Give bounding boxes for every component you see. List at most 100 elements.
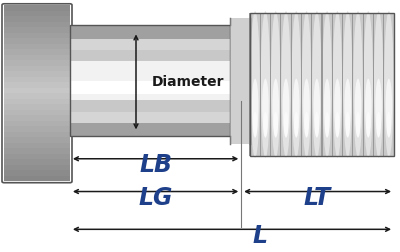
Ellipse shape bbox=[364, 11, 373, 158]
Ellipse shape bbox=[334, 79, 341, 133]
Ellipse shape bbox=[344, 79, 351, 133]
Ellipse shape bbox=[263, 112, 268, 138]
Bar bbox=[70, 61, 230, 100]
Bar bbox=[373, 13, 374, 156]
Ellipse shape bbox=[252, 79, 258, 133]
Ellipse shape bbox=[273, 112, 278, 138]
Ellipse shape bbox=[324, 79, 330, 133]
Bar bbox=[4, 93, 70, 99]
Bar bbox=[4, 27, 70, 33]
Ellipse shape bbox=[333, 11, 342, 158]
Bar bbox=[4, 71, 70, 77]
Ellipse shape bbox=[284, 112, 288, 138]
Bar bbox=[290, 13, 292, 156]
Bar bbox=[4, 132, 70, 137]
Ellipse shape bbox=[384, 11, 394, 158]
Bar bbox=[4, 55, 70, 60]
Bar bbox=[4, 77, 70, 82]
Text: Diameter: Diameter bbox=[152, 75, 224, 89]
Ellipse shape bbox=[325, 112, 330, 138]
Bar bbox=[311, 13, 312, 156]
Bar bbox=[4, 115, 70, 121]
Bar bbox=[332, 13, 333, 156]
Ellipse shape bbox=[292, 11, 301, 158]
Bar bbox=[383, 13, 384, 156]
Ellipse shape bbox=[304, 112, 309, 138]
Bar bbox=[270, 13, 271, 156]
Text: LB: LB bbox=[139, 153, 172, 177]
Bar bbox=[4, 121, 70, 126]
Ellipse shape bbox=[253, 112, 258, 138]
Bar bbox=[4, 165, 70, 170]
Bar bbox=[4, 160, 70, 165]
Polygon shape bbox=[230, 18, 250, 25]
Bar bbox=[260, 13, 261, 156]
Ellipse shape bbox=[250, 11, 260, 158]
Ellipse shape bbox=[281, 11, 291, 158]
Bar bbox=[362, 13, 364, 156]
Ellipse shape bbox=[314, 112, 319, 138]
Bar bbox=[4, 66, 70, 71]
Bar bbox=[70, 39, 230, 50]
Bar bbox=[4, 33, 70, 38]
Ellipse shape bbox=[314, 79, 320, 133]
Bar bbox=[4, 16, 70, 22]
Ellipse shape bbox=[355, 79, 361, 133]
Ellipse shape bbox=[283, 79, 289, 133]
Bar bbox=[230, 18, 250, 144]
Bar bbox=[4, 176, 70, 181]
Bar bbox=[4, 143, 70, 148]
Text: LG: LG bbox=[138, 186, 173, 210]
Bar bbox=[4, 82, 70, 88]
Ellipse shape bbox=[374, 11, 383, 158]
Bar bbox=[4, 11, 70, 16]
Ellipse shape bbox=[302, 11, 311, 158]
Bar bbox=[4, 137, 70, 143]
Bar bbox=[352, 13, 354, 156]
Ellipse shape bbox=[294, 112, 299, 138]
Polygon shape bbox=[230, 136, 250, 144]
Bar bbox=[70, 25, 230, 39]
Text: L: L bbox=[252, 224, 268, 248]
Ellipse shape bbox=[375, 79, 382, 133]
Ellipse shape bbox=[365, 79, 372, 133]
Ellipse shape bbox=[303, 79, 310, 133]
Bar bbox=[4, 126, 70, 132]
Bar bbox=[4, 154, 70, 159]
Ellipse shape bbox=[335, 112, 340, 138]
Bar bbox=[301, 13, 302, 156]
Bar bbox=[249, 13, 251, 156]
Text: LT: LT bbox=[304, 186, 331, 210]
Bar bbox=[4, 148, 70, 154]
Bar bbox=[342, 13, 343, 156]
Bar bbox=[70, 25, 230, 136]
Bar bbox=[280, 13, 282, 156]
Bar bbox=[70, 112, 230, 123]
Bar bbox=[4, 22, 70, 27]
Bar bbox=[4, 104, 70, 110]
Ellipse shape bbox=[272, 79, 279, 133]
Bar bbox=[70, 123, 230, 136]
Bar bbox=[4, 49, 70, 55]
Ellipse shape bbox=[376, 112, 381, 138]
Bar bbox=[4, 99, 70, 104]
Ellipse shape bbox=[366, 112, 371, 138]
Ellipse shape bbox=[312, 11, 322, 158]
Bar bbox=[4, 110, 70, 115]
Ellipse shape bbox=[293, 79, 300, 133]
Bar bbox=[4, 60, 70, 66]
Bar bbox=[4, 88, 70, 93]
Bar bbox=[4, 170, 70, 176]
Ellipse shape bbox=[271, 11, 280, 158]
Ellipse shape bbox=[386, 79, 392, 133]
Bar bbox=[4, 38, 70, 44]
Bar bbox=[321, 13, 323, 156]
Bar bbox=[4, 5, 70, 11]
Ellipse shape bbox=[353, 11, 363, 158]
Bar bbox=[70, 25, 230, 136]
Bar bbox=[70, 81, 230, 94]
Ellipse shape bbox=[261, 11, 270, 158]
Ellipse shape bbox=[262, 79, 269, 133]
Ellipse shape bbox=[322, 11, 332, 158]
Bar bbox=[250, 13, 394, 156]
